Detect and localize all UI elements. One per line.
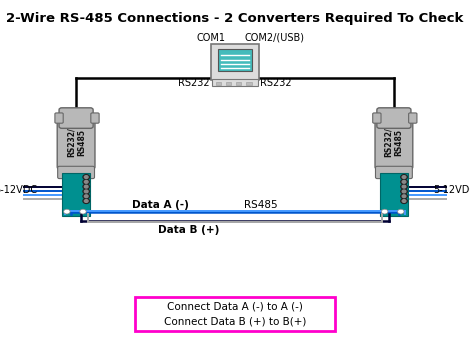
Text: Connect Data A (-) to A (-)
Connect Data B (+) to B(+): Connect Data A (-) to A (-) Connect Data… (164, 302, 306, 326)
Circle shape (83, 199, 89, 203)
FancyBboxPatch shape (59, 108, 93, 128)
Circle shape (401, 189, 407, 194)
Circle shape (402, 190, 406, 193)
Circle shape (85, 195, 88, 198)
Circle shape (83, 184, 89, 189)
Circle shape (83, 174, 89, 179)
FancyBboxPatch shape (211, 44, 259, 80)
Bar (62, 173, 90, 216)
Circle shape (85, 200, 88, 202)
Circle shape (382, 209, 388, 214)
Text: 5-12VDC: 5-12VDC (433, 185, 470, 195)
Text: COM1: COM1 (197, 33, 226, 43)
Text: RS232: RS232 (260, 78, 292, 88)
Bar (216, 82, 221, 84)
Circle shape (401, 184, 407, 189)
Circle shape (83, 189, 89, 194)
Circle shape (83, 179, 89, 184)
FancyBboxPatch shape (57, 116, 95, 169)
Text: Data B (+): Data B (+) (158, 225, 219, 235)
FancyBboxPatch shape (408, 113, 417, 123)
Text: RS232/
RS485: RS232/ RS485 (66, 127, 86, 157)
Circle shape (401, 174, 407, 179)
Circle shape (401, 199, 407, 203)
Text: RS232: RS232 (178, 78, 210, 88)
Circle shape (85, 176, 88, 178)
FancyBboxPatch shape (373, 113, 381, 123)
FancyBboxPatch shape (134, 297, 336, 331)
Circle shape (63, 209, 70, 214)
FancyBboxPatch shape (376, 166, 412, 179)
FancyBboxPatch shape (375, 116, 413, 169)
Text: Data A (-): Data A (-) (132, 200, 189, 209)
FancyBboxPatch shape (377, 108, 411, 128)
Text: 2-Wire RS-485 Connections - 2 Converters Required To Check: 2-Wire RS-485 Connections - 2 Converters… (6, 12, 464, 25)
FancyBboxPatch shape (58, 166, 94, 179)
Bar (380, 173, 408, 216)
Circle shape (398, 209, 404, 214)
Circle shape (85, 185, 88, 188)
Bar (218, 49, 252, 71)
Bar (226, 82, 231, 84)
Circle shape (402, 176, 406, 178)
FancyBboxPatch shape (55, 113, 63, 123)
Bar (236, 82, 242, 84)
Circle shape (85, 180, 88, 183)
Circle shape (401, 179, 407, 184)
Circle shape (85, 190, 88, 193)
Circle shape (402, 185, 406, 188)
Circle shape (83, 194, 89, 199)
Circle shape (402, 195, 406, 198)
Circle shape (402, 200, 406, 202)
Text: RS232/
RS485: RS232/ RS485 (384, 127, 404, 157)
FancyBboxPatch shape (91, 113, 99, 123)
Circle shape (80, 209, 86, 214)
Text: 5-12VDC: 5-12VDC (0, 185, 37, 195)
Text: RS485: RS485 (244, 200, 278, 209)
Text: COM2/(USB): COM2/(USB) (244, 33, 304, 43)
Circle shape (401, 194, 407, 199)
Bar (212, 79, 258, 86)
Bar (246, 82, 251, 84)
Circle shape (402, 180, 406, 183)
